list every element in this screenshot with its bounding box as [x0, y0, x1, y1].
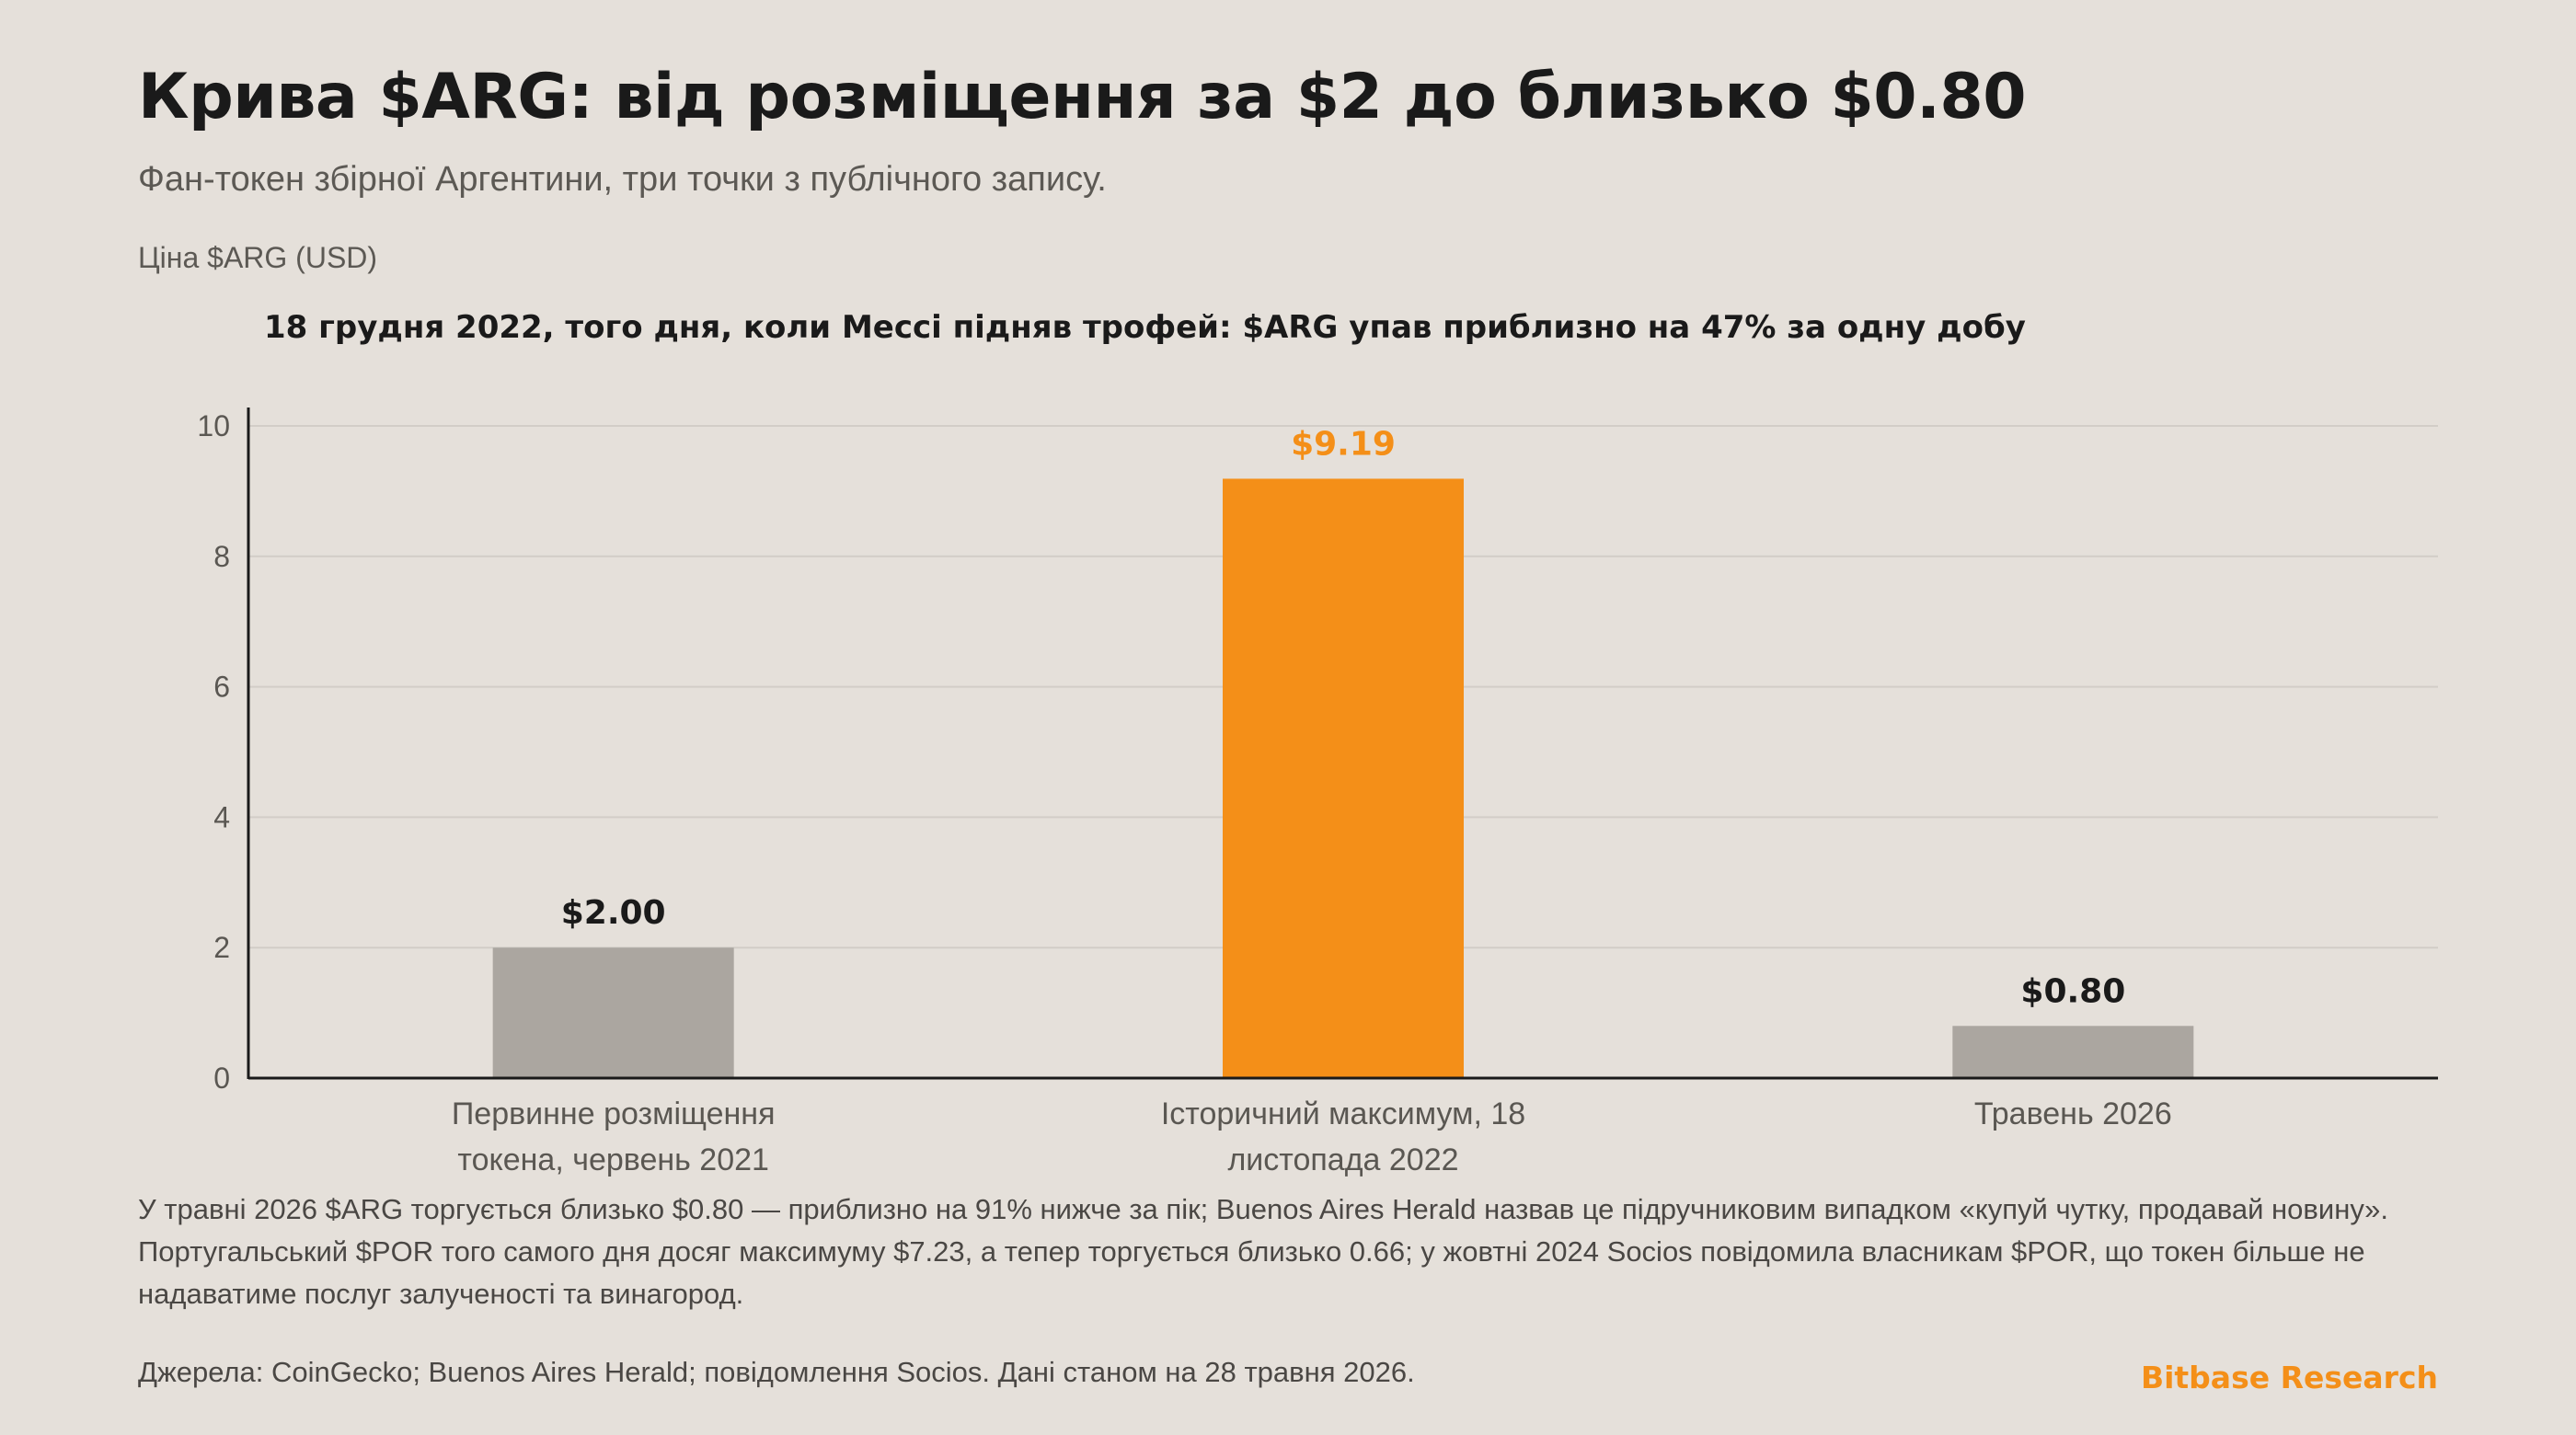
x-tick-label: Травень 2026 — [1974, 1096, 2172, 1131]
bar — [492, 947, 734, 1078]
x-tick-label: Первинне розміщення — [452, 1096, 776, 1131]
y-tick-label: 0 — [213, 1062, 230, 1095]
y-axis-label: Ціна $ARG (USD) — [138, 241, 378, 274]
y-tick-label: 4 — [213, 800, 230, 833]
y-tick-label: 10 — [197, 409, 230, 442]
x-tick-label: листопада 2022 — [1227, 1142, 1458, 1177]
bar-value-label: $2.00 — [561, 894, 666, 932]
y-tick-label: 2 — [213, 931, 230, 964]
brand-label: Bitbase Research — [2140, 1360, 2438, 1395]
footnote: У травні 2026 $ARG торгується близько $0… — [138, 1193, 2389, 1310]
x-tick-label: токена, червень 2021 — [457, 1142, 769, 1177]
bar-value-label: $9.19 — [1291, 425, 1396, 463]
bar-chart: 0 2 4 6 8 10 $2.00 Первинне розміщення токена, ч… — [197, 408, 2438, 1177]
chart-annotation: 18 грудня 2022, того дня, коли Мессі під… — [264, 309, 2026, 346]
chart-subtitle: Фан-токен збірної Аргентини, три точки з… — [138, 160, 1107, 199]
y-tick-label: 6 — [213, 671, 230, 704]
bar-value-label: $0.80 — [2020, 972, 2125, 1010]
sources-note: Джерела: CoinGecko; Buenos Aires Herald;… — [138, 1356, 1415, 1388]
bar — [1223, 478, 1464, 1078]
bar — [1952, 1026, 2194, 1078]
x-tick-label: Історичний максимум, 18 — [1161, 1096, 1525, 1131]
y-tick-label: 8 — [213, 540, 230, 573]
chart-title: Крива $ARG: від розміщення за $2 до близ… — [138, 61, 2027, 133]
